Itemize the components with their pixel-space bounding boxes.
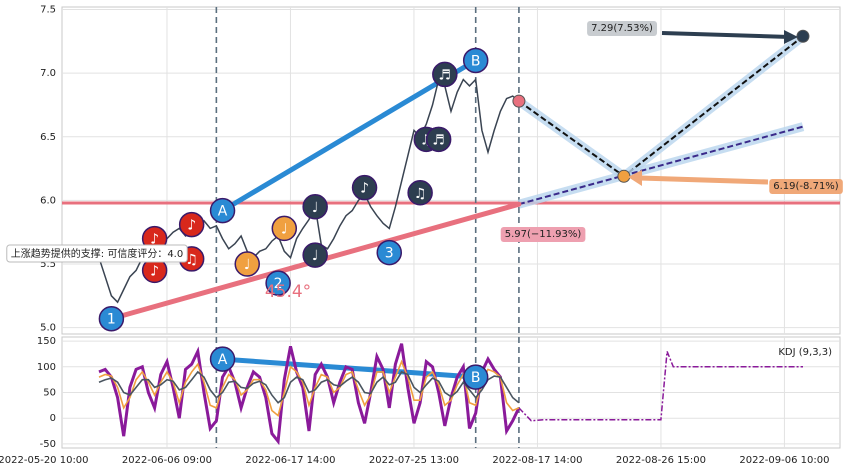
arrow	[661, 31, 791, 39]
y-tick-label: 5.0	[40, 323, 56, 334]
label-box	[500, 227, 586, 242]
annotation-label: ♩	[281, 221, 288, 237]
annotation-label: ♫	[185, 252, 198, 268]
annotation-label: ♩	[244, 257, 251, 273]
annotation-label: ♩	[312, 248, 319, 264]
price-label: 5.97(−11.93%)	[505, 229, 582, 240]
projection-point	[512, 94, 526, 108]
x-tick-label: 2022-06-17 14:00	[245, 455, 335, 466]
x-tick-label: 2022-06-06 09:00	[122, 455, 212, 466]
annotation-marker	[425, 126, 452, 153]
annotation-marker	[234, 251, 260, 277]
y-tick-label: 100	[37, 362, 56, 373]
price-label: 上涨趋势提供的支撑: 可信度评分：4.0	[11, 247, 183, 260]
annotation-marker	[209, 197, 236, 224]
annotation-marker	[265, 270, 291, 296]
annotation-label: 1	[107, 312, 116, 328]
annotation-label: 2	[274, 276, 283, 292]
y-tick-label: 5.5	[40, 259, 56, 270]
y-tick-label: -50	[40, 439, 56, 450]
kdj-line	[98, 359, 520, 418]
annotation-label: A	[218, 204, 228, 220]
annotation-marker	[432, 61, 458, 88]
trend-line	[220, 57, 479, 214]
angle-label: 45.4°	[265, 282, 311, 302]
annotation-marker	[98, 305, 125, 332]
y-tick-label: 0	[50, 413, 56, 424]
kdj-projection	[518, 351, 803, 422]
price-label: 6.19(-8.71%)	[773, 181, 839, 192]
annotation-label: ♬	[432, 132, 445, 148]
annotation-marker	[302, 194, 328, 220]
annotation-label: B	[471, 370, 481, 386]
y-tick-label: 7.0	[40, 68, 56, 79]
x-tick-label: 2022-08-26 15:00	[616, 455, 706, 466]
annotation-label: ♪	[150, 263, 159, 279]
x-tick-label: 2022-05-20 10:00	[0, 455, 89, 466]
y-tick-label: 50	[43, 388, 56, 399]
annotation-marker	[271, 215, 298, 242]
annotation-marker	[407, 180, 433, 206]
label-box	[6, 244, 188, 263]
indicator-label: KDJ (9,3,3)	[778, 347, 832, 358]
x-tick-label: 2022-08-17 14:00	[492, 455, 582, 466]
annotation-label: A	[218, 352, 228, 368]
kdj-line	[98, 343, 521, 446]
annotation-marker	[302, 242, 328, 268]
projection-point	[617, 169, 631, 183]
y-tick-label: 6.0	[40, 195, 56, 206]
annotation-label: ♪	[360, 181, 369, 197]
arrow	[639, 175, 769, 185]
annotation-marker	[376, 239, 403, 266]
annotation-label: 3	[385, 246, 394, 262]
projection-point	[796, 29, 810, 43]
arrow-head	[784, 30, 798, 44]
x-tick-label: 2022-09-06 10:00	[739, 455, 829, 466]
y-tick-label: 7.5	[40, 5, 56, 16]
annotation-marker	[351, 174, 378, 201]
annotation-label: B	[471, 53, 481, 69]
y-tick-label: 6.5	[40, 132, 56, 143]
annotation-marker	[462, 47, 489, 74]
annotation-label: ♪	[187, 218, 196, 234]
plot-frame	[61, 6, 841, 335]
arrow-head	[628, 170, 642, 186]
kdj-line	[98, 370, 520, 404]
label-box	[769, 179, 843, 194]
label-box	[587, 21, 658, 36]
annotation-label: ♪	[150, 232, 159, 248]
price-line	[98, 77, 520, 304]
annotation-label: ♩	[312, 200, 319, 216]
y-tick-label: 150	[37, 336, 56, 347]
price-label: 7.29(7.53%)	[591, 23, 653, 34]
annotation-marker	[462, 364, 489, 390]
projection-line	[518, 125, 804, 206]
annotation-label: ♬	[439, 67, 452, 83]
annotation-marker	[209, 346, 236, 372]
annotation-label: ♫	[414, 186, 427, 202]
x-tick-label: 2022-07-25 13:00	[369, 455, 459, 466]
annotation-marker	[178, 211, 205, 238]
